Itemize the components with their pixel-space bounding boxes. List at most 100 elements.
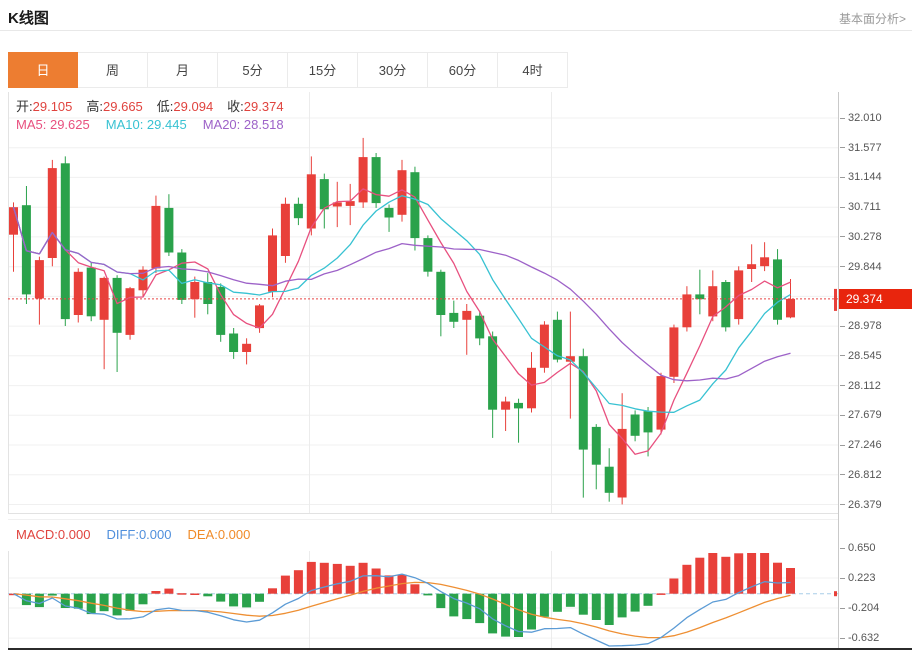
axis-tick-label: 27.679 — [840, 409, 882, 421]
macd-bar — [177, 593, 187, 595]
candle-body — [617, 428, 627, 498]
page-title: K线图 — [8, 10, 49, 27]
macd-bar — [332, 563, 342, 594]
macd-bar — [578, 593, 588, 615]
axis-tick-label: 30.278 — [840, 231, 882, 243]
axis-tick-label: 26.379 — [840, 499, 882, 511]
ohlc-value: 29.094 — [173, 99, 214, 114]
candle-body — [255, 305, 264, 329]
macd-bar — [190, 593, 200, 595]
ohlc-value: 29.105 — [32, 99, 73, 114]
macd-bar — [306, 561, 316, 594]
candle-body — [552, 319, 562, 360]
ma-value: 28.518 — [243, 117, 284, 132]
macd-bar — [293, 570, 303, 594]
axis-tick-label: 30.711 — [840, 201, 881, 213]
macd-bar — [669, 578, 679, 594]
last-price-edge-marker — [834, 288, 837, 311]
axis-tick-label: 28.545 — [840, 350, 882, 362]
macd-bar — [99, 593, 109, 612]
ma-item-1: MA10: 29.445 — [106, 117, 187, 132]
candle-body — [721, 282, 731, 328]
tab-周[interactable]: 周 — [78, 52, 148, 88]
ohlc-label: 收: — [227, 99, 244, 114]
candle-body — [280, 203, 290, 256]
candle-body — [786, 298, 795, 318]
macd-bar — [86, 593, 96, 615]
macd-bar — [255, 593, 264, 602]
candle-body — [669, 327, 679, 377]
axis-tick-label: 28.978 — [840, 320, 882, 332]
tab-5分[interactable]: 5分 — [218, 52, 288, 88]
candle-body — [34, 260, 44, 299]
macd-bar — [151, 591, 161, 594]
candle-body — [527, 367, 536, 409]
macd-bar — [630, 593, 640, 612]
ohlc-item-0: 开:29.105 — [16, 99, 72, 114]
candle-body — [397, 170, 407, 215]
ohlc-label: 开: — [16, 99, 33, 114]
main-chart-area[interactable] — [8, 92, 838, 514]
macd-bar — [449, 593, 459, 617]
tab-月[interactable]: 月 — [148, 52, 218, 88]
macd-chart-area[interactable] — [8, 551, 838, 648]
macd-bar — [242, 593, 252, 608]
candle-body — [410, 172, 420, 239]
candle-body — [371, 157, 381, 204]
ma20-line — [12, 207, 791, 382]
period-tab-bar: 日周月 5分 15分 30分 60分 4时 — [8, 52, 568, 88]
macd-bar — [734, 553, 744, 594]
macd-bar — [34, 593, 44, 608]
macd-label: DEA: — [187, 527, 218, 542]
axis-tick-label: 27.246 — [840, 439, 882, 451]
ohlc-label: 低: — [156, 99, 174, 114]
tab-60分[interactable]: 60分 — [428, 52, 498, 88]
macd-bar — [539, 593, 549, 617]
main-chart-svg — [8, 92, 838, 513]
macd-bar — [747, 553, 757, 594]
candle-body — [488, 336, 498, 410]
axis-tick-label: 31.577 — [840, 142, 882, 154]
candle-body — [436, 271, 446, 315]
fundamental-analysis-link[interactable]: 基本面分析> — [838, 12, 906, 26]
candle-body — [630, 414, 640, 436]
candle-body — [643, 411, 653, 433]
tab-15分[interactable]: 15分 — [288, 52, 358, 88]
candle-body — [604, 466, 614, 493]
macd-bar — [47, 593, 57, 596]
macd-bar — [656, 593, 666, 595]
tab-日[interactable]: 日 — [8, 52, 78, 88]
candle-body — [164, 207, 174, 253]
macd-bar — [384, 575, 394, 594]
candle-body — [462, 310, 472, 320]
tab-30分[interactable]: 30分 — [358, 52, 428, 88]
candle-body — [656, 376, 666, 430]
macd-bar — [501, 593, 511, 637]
candle-body — [203, 282, 213, 304]
macd-axis-tick-label: 0.223 — [840, 572, 876, 584]
candle-body — [514, 402, 523, 409]
tab-4时[interactable]: 4时 — [498, 52, 568, 88]
candle-body — [358, 157, 368, 203]
candle-body — [747, 264, 757, 269]
axis-tick-label: 29.844 — [840, 261, 882, 273]
candle-body — [332, 202, 342, 207]
candle-body — [565, 356, 575, 362]
candle-body — [734, 270, 744, 320]
ma-label: MA5: — [16, 117, 50, 132]
ma-info-bar: MA5: 29.625 MA10: 29.445 MA20: 28.518 — [16, 117, 300, 132]
macd-bar — [436, 593, 446, 609]
candle-body — [190, 282, 200, 300]
macd-bar — [695, 557, 705, 594]
macd-bar — [216, 593, 226, 602]
candle-body — [345, 201, 355, 206]
candle-body — [73, 271, 83, 315]
candle-body — [591, 426, 601, 465]
macd-bar — [21, 593, 31, 606]
macd-bar — [9, 593, 18, 596]
candle-body — [60, 163, 70, 320]
macd-axis-tick-label: 0.650 — [840, 542, 876, 554]
macd-bar — [164, 588, 174, 594]
axis-tick-label: 32.010 — [840, 112, 882, 124]
ohlc-label: 高: — [86, 99, 104, 114]
